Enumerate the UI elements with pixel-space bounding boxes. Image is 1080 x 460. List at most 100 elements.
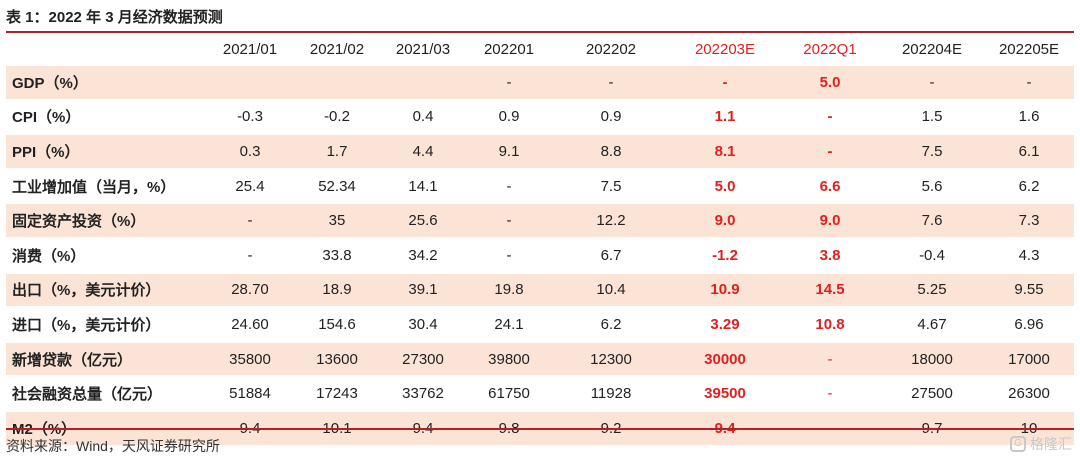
table-cell: 9.8 [466,409,552,445]
table-cell: 6.7 [552,236,670,273]
watermark-text: 格隆汇 [1030,436,1072,452]
row-label: 新增贷款（亿元） [6,340,206,377]
source-note: 资料来源：Wind，天风证券研究所 [6,438,220,454]
table-cell: 5.0 [670,167,780,204]
table-cell: 30000 [670,340,780,377]
bottom-rule [6,428,1074,430]
table-cell: - [984,64,1074,100]
table-cell: 8.8 [552,133,670,169]
table-cell: -0.2 [294,98,380,135]
table-row: PPI（%） 0.3 1.7 4.4 9.1 8.8 8.1-7.5 6.1 [6,133,1074,169]
table-cell: 0.9 [466,98,552,135]
table-cell: -0.4 [880,236,984,273]
table-row: CPI（%） -0.3 -0.2 0.4 0.9 0.9 1.1-1.5 1.6 [6,98,1074,135]
table-cell: 12300 [552,340,670,377]
table-cell: 9.55 [984,271,1074,308]
table-cell: 0.4 [380,98,466,135]
forecast-table: 2021/01 2021/02 2021/03 202201 202202 20… [6,34,1074,445]
table-cell: 33.8 [294,236,380,273]
table-cell: 25.4 [206,167,294,204]
table-cell [380,64,466,100]
table-cell: 9.4 [670,409,780,445]
table-cell: 10 [984,409,1074,445]
col-header: 2021/03 [395,40,451,58]
table-cell: 1.7 [294,133,380,169]
table-cell: 10.4 [552,271,670,308]
table-cell: - [670,64,780,100]
table-cell: 6.2 [984,167,1074,204]
table-cell: 14.5 [780,271,880,308]
table-cell: -1.2 [670,236,780,273]
table-cell: 19.8 [466,271,552,308]
col-header: 202204E [901,40,963,58]
table-cell: 10.8 [780,306,880,342]
row-label: 进口（%，美元计价） [6,306,206,342]
table-cell: 24.1 [466,306,552,342]
table-cell: 9.0 [670,202,780,238]
table-cell: 10.1 [294,409,380,445]
table-cell: 154.6 [294,306,380,342]
table-row: 新增贷款（亿元） 35800 13600 27300 39800 12300 30000-1… [6,340,1074,377]
table-cell: 51884 [206,375,294,411]
table-cell: 1.5 [880,98,984,135]
table-cell: 1.1 [670,98,780,135]
table-cell: 30.4 [380,306,466,342]
table-cell: - [466,64,552,100]
row-label: PPI（%） [6,133,206,169]
table-cell: - [780,98,880,135]
row-label: M2（%） [6,409,206,445]
table-cell: 14.1 [380,167,466,204]
col-header: 2021/01 [222,40,278,58]
col-header: 202201 [483,40,535,58]
table-cell: -0.3 [206,98,294,135]
table-cell: 7.5 [552,167,670,204]
top-rule [6,31,1074,33]
row-label: 社会融资总量（亿元） [6,375,206,411]
table-row: 社会融资总量（亿元） 51884 17243 33762 61750 11928 39500… [6,375,1074,411]
table-cell: 4.67 [880,306,984,342]
table-cell: 9.1 [466,133,552,169]
row-label: GDP（%） [6,64,206,100]
table-cell: 11928 [552,375,670,411]
table-cell: 35800 [206,340,294,377]
header-corner [6,34,206,65]
table-cell: - [780,340,880,377]
table-cell: 39500 [670,375,780,411]
table-cell: 35 [294,202,380,238]
table-cell: 27500 [880,375,984,411]
table-row: GDP（%） - - -5.0- - [6,64,1074,100]
table-cell: - [466,236,552,273]
table-cell: - [880,64,984,100]
table-cell: 18000 [880,340,984,377]
table-cell: 5.0 [780,64,880,100]
col-header: 2021/02 [309,40,365,58]
table-cell: 17243 [294,375,380,411]
watermark: G 格隆汇 [1010,434,1072,454]
watermark-logo-icon: G [1010,436,1026,452]
header-row: 2021/01 2021/02 2021/03 202201 202202 20… [6,34,1074,65]
table-cell: 10.9 [670,271,780,308]
table-cell: 1.6 [984,98,1074,135]
table-cell: 18.9 [294,271,380,308]
table-cell: 8.1 [670,133,780,169]
table-cell: 39800 [466,340,552,377]
table-cell: - [466,202,552,238]
table-cell: 6.2 [552,306,670,342]
table-cell: - [780,409,880,445]
table-row: M2（%） 9.4 10.1 9.4 9.8 9.2 9.4-9.7 10 [6,409,1074,445]
table-cell: 5.6 [880,167,984,204]
table-cell: - [206,202,294,238]
table-cell: 6.1 [984,133,1074,169]
table-cell: 4.4 [380,133,466,169]
table-cell: 6.6 [780,167,880,204]
table-cell: 7.3 [984,202,1074,238]
table-cell: 7.5 [880,133,984,169]
table-cell: 25.6 [380,202,466,238]
table-cell: 27300 [380,340,466,377]
table-cell: 4.3 [984,236,1074,273]
table-cell: 3.29 [670,306,780,342]
table-cell: 7.6 [880,202,984,238]
row-label: 消费（%） [6,236,206,273]
table-row: 工业增加值（当月，%） 25.4 52.34 14.1-7.5 5.0 6.6 5.6 6.2 [6,167,1074,204]
table-title: 表 1：2022 年 3 月经济数据预测 [6,9,223,26]
